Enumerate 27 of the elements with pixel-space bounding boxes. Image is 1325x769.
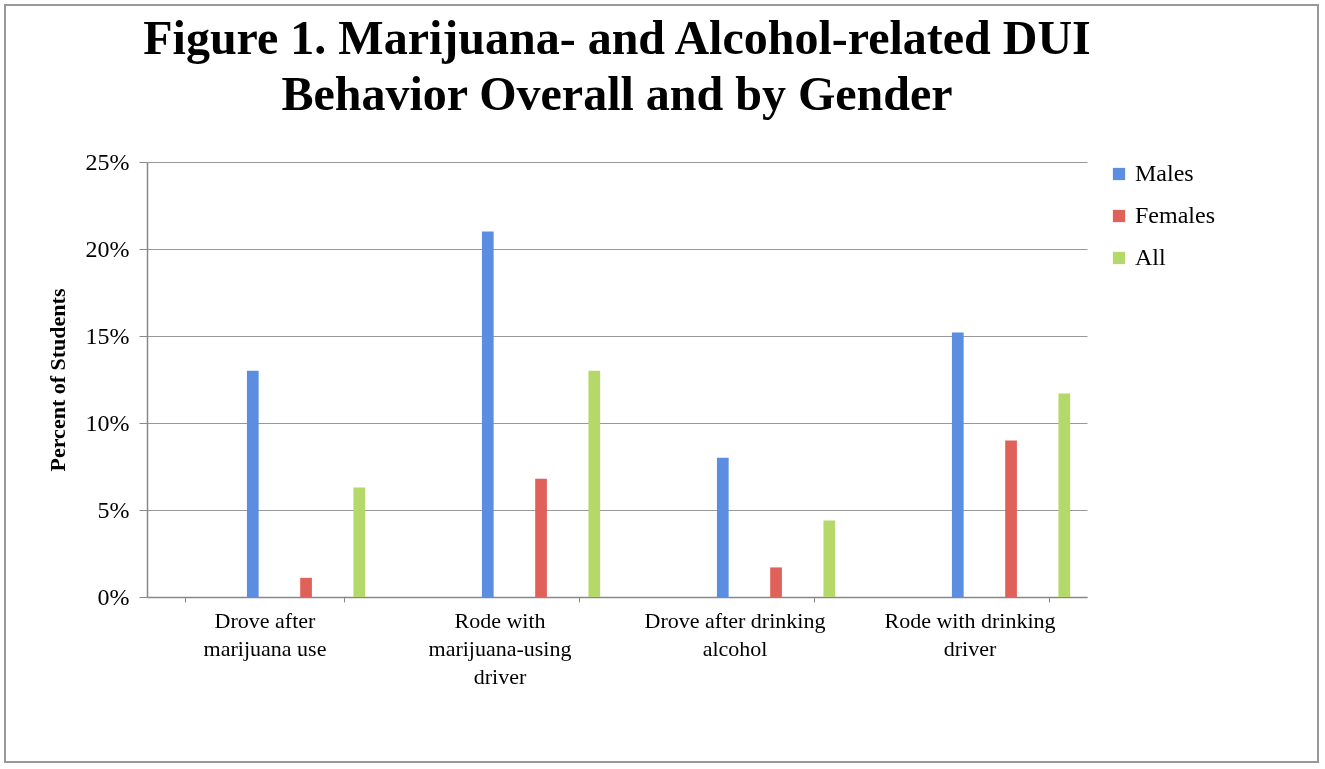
y-tick-label: 15%: [85, 322, 130, 349]
legend-label: Males: [1135, 160, 1194, 186]
y-tick-label: 20%: [85, 235, 130, 262]
bar: [951, 332, 964, 597]
bar: [823, 520, 836, 597]
legend-label: Females: [1135, 202, 1215, 228]
chart-title: Figure 1. Marijuana- and Alcohol-related DUI Behavior Overall and by Gender: [143, 11, 1091, 120]
x-tick-label: Rode with drinking driver: [884, 607, 1056, 661]
bar: [246, 370, 259, 597]
x-tick-label: Drove after marijuana use: [203, 607, 327, 661]
bar: [1005, 440, 1017, 597]
y-tick-label: 0%: [97, 583, 130, 610]
x-tick-label: Drove after drinking alcohol: [644, 607, 826, 661]
legend-label: All: [1135, 244, 1166, 270]
y-axis-title: Percent of Students: [44, 288, 70, 472]
y-tick-label: 25%: [85, 148, 130, 175]
bar: [481, 231, 494, 597]
x-tick-label: Rode with marijuana-using driver: [428, 607, 572, 689]
bar: [716, 457, 729, 597]
bar: [770, 567, 782, 597]
bar: [535, 478, 547, 597]
bar: [588, 370, 601, 597]
y-tick-label: 10%: [85, 409, 130, 436]
bar: [1058, 393, 1071, 597]
bar: [353, 487, 366, 597]
bar: [300, 577, 312, 597]
y-tick-label: 5%: [97, 496, 130, 523]
